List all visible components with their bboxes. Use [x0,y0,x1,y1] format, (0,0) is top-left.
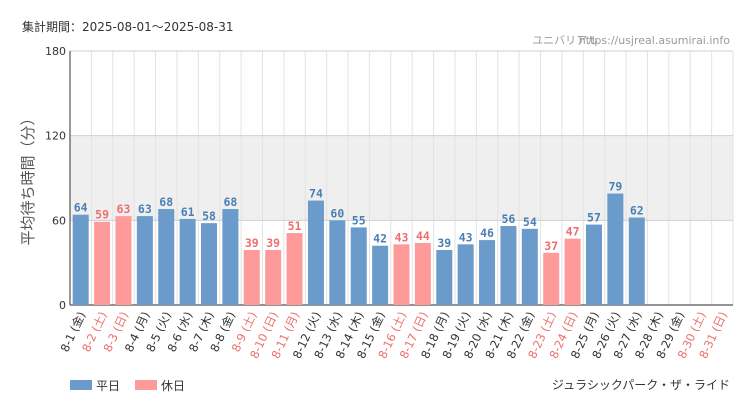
bar [350,227,367,305]
data-label: 39 [245,236,259,250]
bar [585,224,602,305]
bar [329,220,346,305]
data-label: 55 [352,213,366,227]
bar [414,242,431,305]
data-label: 60 [330,206,344,220]
data-label: 57 [587,211,601,225]
data-label: 43 [459,230,473,244]
data-label: 79 [608,180,622,194]
bar [372,245,389,305]
bar [307,200,324,305]
data-label: 56 [502,212,516,226]
legend-swatch-weekday [70,380,92,390]
bar [222,209,239,305]
bar [243,249,260,305]
data-label: 68 [223,195,237,209]
data-label: 39 [437,236,451,250]
legend: 平日 休日 [70,379,185,393]
bar [179,218,196,305]
data-label: 43 [395,230,409,244]
data-label: 63 [138,202,152,216]
data-label: 61 [181,205,195,219]
y-tick-label: 60 [52,214,66,227]
legend-label-weekday: 平日 [96,379,120,393]
bar [201,223,218,305]
data-label: 47 [566,225,580,239]
bar [521,228,538,305]
bar [94,221,111,305]
bar [136,216,153,305]
bar [628,217,645,305]
bar [72,214,89,305]
data-label: 63 [117,202,131,216]
bar [286,233,303,305]
bar [500,225,517,305]
data-label: 51 [288,219,302,233]
bar [564,238,581,305]
data-label: 59 [95,208,109,222]
y-axis-label: 平均待ち時間（分） [19,110,37,245]
ride-name: ジュラシックパーク・ザ・ライド [552,378,730,392]
site-url: https://usjreal.asumirai.info [579,34,730,47]
data-label: 39 [266,236,280,250]
data-label: 46 [480,226,494,240]
data-label: 54 [523,215,537,229]
data-label: 42 [373,232,387,246]
bar [607,193,624,305]
bar [479,240,496,305]
bars [72,193,645,305]
legend-label-holiday: 休日 [161,379,185,393]
bar [436,249,453,305]
y-axis-ticks: 0 60 120 180 [45,45,66,312]
bar [158,209,175,305]
data-label: 44 [416,229,430,243]
value-labels: 64 59 63 63 68 61 58 68 39 39 51 74 60 55 42 43 44 39 43 46… [74,180,644,253]
site-name: ユニバリアル [532,34,598,47]
data-label: 62 [630,204,644,218]
data-label: 74 [309,187,323,201]
y-tick-label: 120 [45,130,66,143]
data-label: 58 [202,209,216,223]
bar [265,249,282,305]
bar [393,244,410,305]
data-label: 37 [544,239,558,253]
bar [457,244,474,305]
period-label: 集計期間：2025-08-01～2025-08-31 [22,19,233,34]
y-tick-label: 0 [59,299,66,312]
legend-swatch-holiday [135,380,157,390]
bar [115,216,132,305]
data-label: 68 [159,195,173,209]
x-axis-labels: 8-1 (金)8-2 (土)8-3 (日)8-4 (月)8-5 (火)8-6 (… [58,309,730,360]
bar [543,252,560,305]
data-label: 64 [74,201,88,215]
y-tick-label: 180 [45,45,66,58]
